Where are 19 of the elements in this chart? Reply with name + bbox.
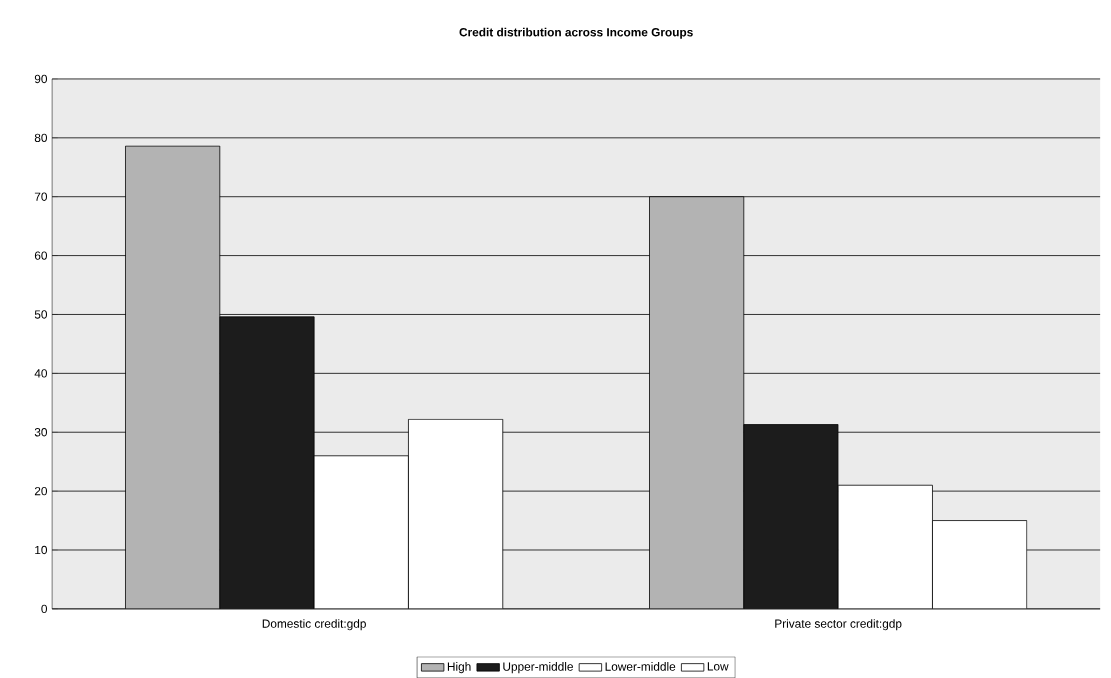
bar	[125, 145, 221, 609]
chart-title: Credit distribution across Income Groups	[459, 27, 693, 39]
legend-label: Upper-middle	[503, 662, 573, 674]
legend-label: High	[447, 662, 471, 674]
legend-label: Low	[707, 662, 729, 671]
y-tick-label: 30	[34, 427, 48, 437]
y-tick-label: 70	[34, 192, 48, 201]
y-tick-label: 80	[34, 133, 48, 142]
y-tick-label: 10	[35, 545, 48, 555]
x-tick-label: Domestic credit:gdp	[262, 619, 366, 631]
bar	[649, 196, 745, 609]
y-tick-label: 90	[34, 74, 48, 84]
legend-label: Lower-middle	[605, 662, 676, 671]
y-tick-label: 60	[34, 251, 48, 260]
y-tick-label: 0	[41, 604, 48, 613]
y-tick-label: 20	[34, 486, 48, 496]
y-tick-label: 50	[34, 310, 48, 319]
y-tick-label: 40	[34, 369, 48, 378]
x-tick-label: Private sector credit:gdp	[775, 619, 902, 631]
